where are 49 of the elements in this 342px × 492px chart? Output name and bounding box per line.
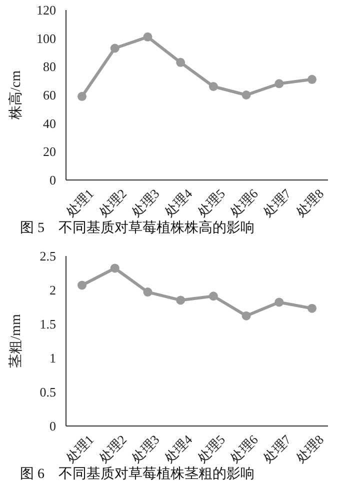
y-axis-title: 茎粗/mm (8, 314, 24, 368)
point (308, 74, 316, 84)
x-tick-label: 处理1 (62, 186, 97, 220)
y-tick-label: 0 (50, 172, 56, 188)
point (78, 280, 86, 290)
point (308, 304, 316, 313)
y-tick-label: 80 (43, 59, 56, 74)
point (274, 79, 284, 88)
x-tick-label: 处理8 (292, 186, 327, 220)
y-tick-label: 1 (50, 350, 56, 366)
point (176, 58, 186, 67)
y-tick-label: 40 (43, 116, 56, 131)
x-tick-label: 处理7 (260, 432, 294, 466)
y-tick-label: 0.5 (40, 384, 56, 400)
point (274, 298, 284, 307)
text: 图 5 不同基质对草莓植株株高的影响 (20, 220, 254, 236)
y-tick-label: 2 (50, 282, 56, 298)
x-tick-label: 处理8 (292, 432, 327, 466)
text: 图 6 不同基质对草莓植株茎粗的影响 (20, 466, 254, 482)
point (242, 90, 251, 100)
x-tick-label: 处理5 (194, 186, 228, 220)
x-tick-label: 处理3 (128, 432, 162, 466)
x-tick-label: 处理7 (260, 186, 294, 220)
point (143, 32, 152, 42)
x-tick-label: 处理3 (128, 186, 162, 220)
point (242, 311, 251, 320)
y-tick-label: 1.5 (40, 316, 56, 332)
point (110, 44, 120, 53)
y-tick-label: 20 (43, 144, 56, 160)
y-tick-label: 120 (36, 2, 56, 18)
x-tick-label: 处理2 (96, 432, 130, 466)
x-tick-label: 处理6 (227, 432, 262, 466)
y-tick-label: 60 (43, 88, 56, 102)
x-tick-label: 处理6 (227, 186, 262, 220)
point (208, 292, 218, 301)
x-tick-label: 处理4 (162, 432, 196, 466)
point (208, 82, 218, 91)
y-tick-label: 2.5 (40, 248, 56, 264)
y-axis-title: 株高/cm (8, 70, 24, 120)
y-tick-label: 0 (50, 418, 56, 434)
x-tick-label: 处理2 (96, 186, 130, 220)
y-tick-label: 100 (36, 30, 56, 46)
x-tick-label: 处理4 (162, 186, 196, 220)
point (176, 296, 186, 305)
point (78, 92, 86, 101)
x-tick-label: 处理5 (194, 432, 228, 466)
point (143, 288, 152, 297)
point (110, 264, 120, 273)
x-tick-label: 处理1 (62, 432, 97, 466)
